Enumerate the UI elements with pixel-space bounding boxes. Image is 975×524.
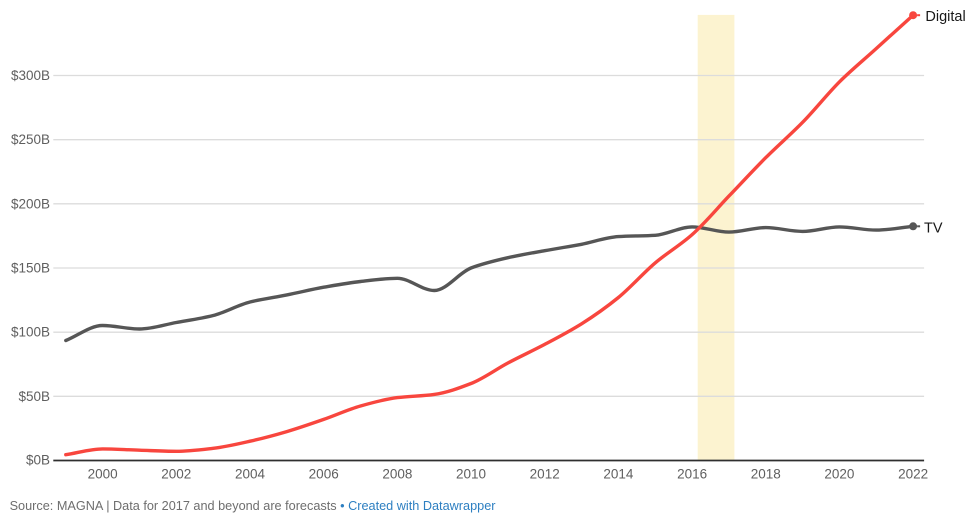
svg-text:2014: 2014	[603, 467, 634, 482]
svg-text:$300B: $300B	[11, 68, 50, 83]
svg-text:2022: 2022	[898, 467, 928, 482]
svg-text:$150B: $150B	[11, 261, 50, 276]
svg-text:2012: 2012	[530, 467, 560, 482]
svg-text:2008: 2008	[382, 467, 412, 482]
svg-text:2000: 2000	[88, 467, 118, 482]
svg-text:$250B: $250B	[11, 132, 50, 147]
svg-text:$0B: $0B	[26, 453, 50, 468]
svg-text:2018: 2018	[751, 467, 781, 482]
svg-text:2006: 2006	[309, 467, 339, 482]
svg-text:Digital: Digital	[925, 9, 965, 25]
svg-text:2004: 2004	[235, 467, 266, 482]
svg-text:TV: TV	[924, 220, 943, 236]
svg-text:2020: 2020	[824, 467, 854, 482]
svg-text:$50B: $50B	[18, 389, 50, 404]
svg-text:$100B: $100B	[11, 325, 50, 340]
svg-text:2010: 2010	[456, 467, 486, 482]
svg-text:2016: 2016	[677, 467, 707, 482]
svg-text:2002: 2002	[161, 467, 191, 482]
svg-text:$200B: $200B	[11, 196, 50, 211]
